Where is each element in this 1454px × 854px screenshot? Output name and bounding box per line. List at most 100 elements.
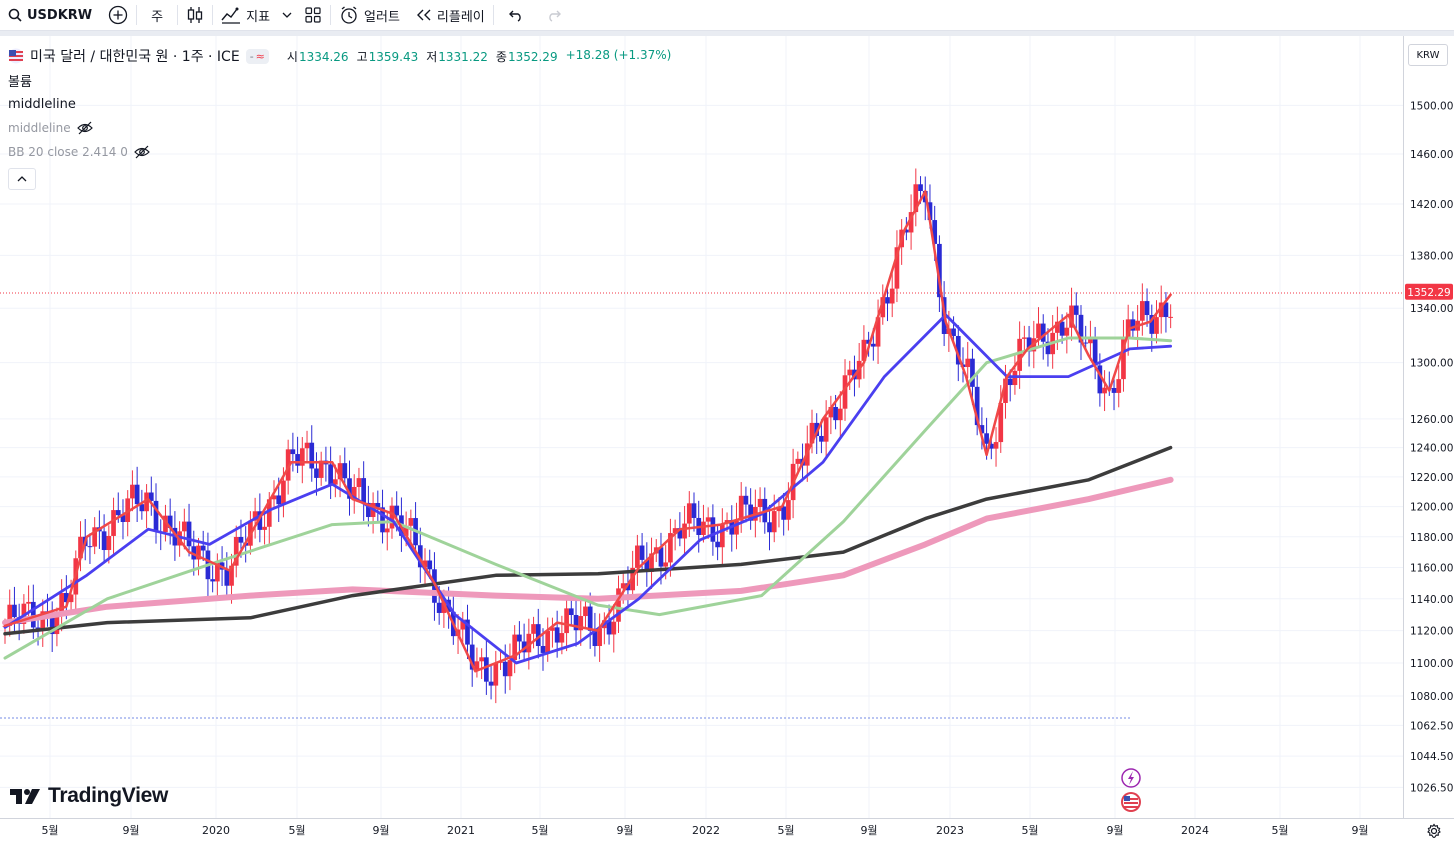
candle-body [408, 518, 414, 526]
candle-body [1130, 319, 1136, 331]
candle-body [880, 297, 886, 318]
symbol-description: 미국 달러 / 대한민국 원 · 1주 · ICE [30, 49, 240, 65]
candle-body [314, 468, 319, 478]
candle-body [616, 588, 621, 622]
tradingview-logo[interactable]: TradingView [10, 784, 168, 808]
candle-body [92, 527, 98, 547]
currency-unit-button[interactable]: KRW [1408, 44, 1448, 66]
candle-body [635, 545, 640, 568]
candle-body [974, 386, 980, 426]
candle-body [64, 593, 69, 603]
candle-body [144, 492, 149, 512]
candle-body [309, 442, 315, 469]
candle-body [54, 616, 60, 635]
candle-body [951, 328, 956, 336]
candle-body [1149, 314, 1155, 334]
symbol-status-badge[interactable]: - ≈ [245, 48, 269, 64]
candle-body [866, 339, 871, 344]
eye-hidden-icon[interactable] [134, 145, 150, 159]
legend-volume-row[interactable]: 볼륨 [8, 68, 671, 92]
price-axis[interactable] [1403, 36, 1454, 818]
candle-body [578, 616, 584, 631]
candle-body [78, 536, 83, 559]
redo-icon [549, 10, 561, 22]
candle-body [970, 358, 975, 387]
candle-body [125, 498, 131, 523]
candle-body [833, 406, 838, 421]
symbol-search-button[interactable]: USDKRW [0, 0, 100, 30]
candle-body [181, 521, 187, 532]
legend-bb-row[interactable]: BB 20 close 2.414 0 [8, 140, 671, 164]
candle-body [587, 606, 593, 631]
currency-label: KRW [1416, 49, 1440, 61]
alert-button[interactable]: 얼러트 [331, 0, 408, 30]
candle-body [1059, 321, 1065, 336]
tradingview-logo-text: TradingView [48, 784, 169, 807]
candle-body [299, 448, 305, 466]
time-axis[interactable] [0, 818, 1454, 854]
chart-type-button[interactable] [178, 0, 212, 30]
layout-button[interactable] [296, 0, 330, 30]
candle-body [715, 541, 720, 548]
candle-body [1083, 342, 1089, 344]
chevron-down-icon [282, 12, 292, 18]
candle-body [847, 369, 853, 376]
legend-collapse-button[interactable] [8, 168, 36, 190]
toolbar-divider [136, 5, 138, 25]
candle-body [861, 339, 867, 361]
candle-body [422, 560, 428, 568]
candle-body [913, 184, 919, 213]
candle-body [290, 449, 296, 455]
undo-button[interactable] [494, 0, 538, 30]
candle-body [106, 535, 112, 551]
rewind-icon [416, 9, 431, 21]
candle-body [748, 504, 753, 521]
candle-body [734, 520, 739, 535]
compare-symbol-button[interactable] [100, 0, 136, 30]
templates-dropdown[interactable] [278, 0, 296, 30]
candle-body [1069, 305, 1074, 328]
candle-body [281, 480, 286, 505]
eye-hidden-icon[interactable] [76, 121, 93, 135]
candle-body [682, 523, 687, 539]
candle-body [795, 458, 801, 464]
candle-body [1036, 323, 1041, 339]
legend-middleline-row[interactable]: middleline [8, 92, 671, 116]
candle-body [677, 528, 683, 539]
candle-body [295, 454, 300, 466]
toolbar-divider [212, 5, 214, 25]
candle-body [337, 463, 343, 480]
candle-body [68, 594, 74, 603]
candle-body [809, 422, 815, 444]
ohlc-low: 저1331.22 [426, 49, 488, 64]
candle-body [979, 425, 985, 434]
candle-body [521, 641, 527, 653]
candle-body [493, 662, 499, 686]
interval-button[interactable]: 주 [137, 0, 177, 30]
chart-settings-button[interactable] [1420, 820, 1448, 842]
chevron-up-icon [17, 176, 27, 182]
candle-body [658, 547, 664, 567]
candle-body [1026, 337, 1032, 352]
candle-body [507, 660, 513, 677]
candle-body [12, 604, 17, 618]
candle-body [356, 478, 362, 487]
toolbar-divider [492, 5, 494, 25]
indicators-button[interactable]: 지표 [213, 0, 278, 30]
indicators-label: 지표 [246, 9, 271, 25]
symbol-label: USDKRW [27, 7, 93, 23]
candle-body [460, 619, 466, 630]
candle-body [1055, 321, 1060, 333]
candle-body [998, 402, 1004, 443]
redo-button[interactable] [538, 0, 570, 30]
status-badge-approx: ≈ [255, 49, 265, 63]
legend-middleline-hidden-row[interactable]: middleline [8, 116, 671, 140]
ma-pink-line [2, 476, 1174, 626]
candle-body [252, 511, 258, 521]
candle-body [389, 505, 395, 529]
candle-body [238, 536, 244, 543]
candle-body [955, 335, 961, 365]
replay-button[interactable]: 리플레이 [408, 0, 493, 30]
candle-body [564, 608, 569, 634]
